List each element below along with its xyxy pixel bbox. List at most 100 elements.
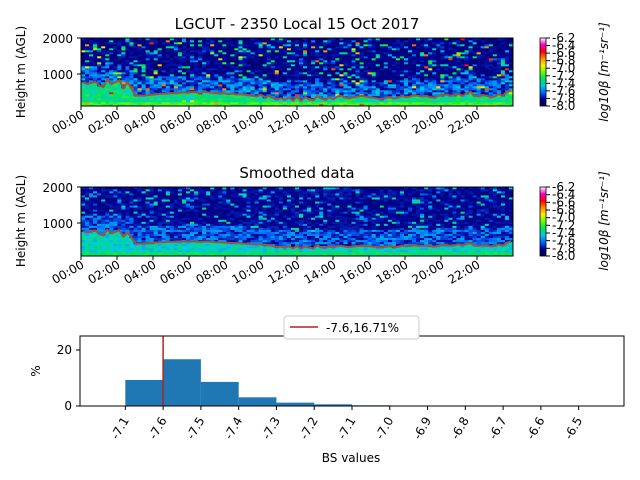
heatmap-cell	[496, 100, 502, 103]
heatmap-cell	[97, 209, 102, 212]
heatmap-cell	[286, 38, 292, 41]
heatmap-cell	[270, 46, 276, 49]
heatmap-cell	[355, 52, 360, 55]
heatmap-cell	[206, 46, 211, 49]
heatmap-cell	[412, 100, 417, 103]
heatmap-cell	[246, 46, 251, 49]
heatmap-cell	[121, 50, 126, 53]
heatmap-cell	[177, 102, 183, 105]
heatmap-cell	[226, 209, 231, 212]
heatmap-cell	[456, 68, 461, 71]
heatmap-cell	[226, 245, 231, 249]
heatmap-cell	[254, 58, 259, 61]
heatmap-cell	[412, 68, 417, 71]
heatmap-cell	[214, 239, 219, 243]
heatmap-cell	[246, 68, 251, 71]
heatmap-cell	[335, 50, 340, 53]
heatmap-cell	[133, 52, 138, 55]
heatmap-cell	[484, 56, 490, 59]
heatmap-cell	[169, 104, 175, 107]
heatmap-cell	[484, 60, 490, 63]
heatmap-cell	[105, 243, 110, 247]
heatmap-cell	[181, 48, 187, 51]
heatmap-cell	[125, 100, 130, 103]
heatmap-cell	[319, 60, 324, 63]
heatmap-cell	[214, 90, 219, 93]
heatmap-cell	[440, 38, 445, 41]
heatmap-cell	[242, 72, 247, 75]
heatmap-cell	[153, 249, 159, 253]
heatmap-cell	[403, 52, 409, 55]
heatmap-cell	[81, 74, 86, 77]
heatmap-cell	[169, 64, 175, 67]
heatmap-cell	[424, 48, 429, 51]
heatmap-cell	[185, 104, 191, 107]
heatmap-cell	[226, 227, 231, 230]
heatmap-cell	[125, 76, 130, 79]
heatmap-cell	[323, 44, 328, 47]
heatmap-cell	[238, 62, 243, 65]
heatmap-cell	[464, 62, 469, 65]
heatmap-cell	[339, 60, 344, 63]
heatmap-cell	[303, 82, 308, 85]
heatmap-cell	[420, 90, 425, 93]
heatmap-cell	[173, 40, 179, 43]
heatmap-cell	[105, 201, 110, 204]
heatmap-cell	[89, 191, 94, 194]
heatmap-cell	[347, 94, 352, 97]
heatmap-cell	[359, 76, 364, 79]
heatmap-cell	[496, 92, 502, 95]
heatmap-cell	[222, 209, 227, 212]
heatmap-cell	[206, 249, 211, 253]
heatmap-cell	[133, 100, 138, 103]
heatmap-cell	[472, 92, 477, 95]
heatmap-cell	[145, 64, 150, 67]
heatmap-cell	[500, 88, 506, 91]
heatmap-cell	[185, 237, 191, 241]
heatmap-cell	[403, 86, 409, 89]
heatmap-cell	[460, 70, 465, 73]
heatmap-cell	[290, 92, 296, 95]
heatmap-cell	[117, 42, 122, 45]
heatmap-cell	[307, 50, 312, 53]
heatmap-cell	[109, 203, 114, 206]
heatmap-cell	[173, 38, 179, 41]
heatmap-cell	[173, 78, 179, 81]
heatmap-cell	[387, 50, 393, 53]
heatmap-cell	[343, 98, 348, 101]
heatmap-cell	[311, 68, 316, 71]
heatmap-cell	[230, 251, 235, 255]
heatmap-cell	[169, 237, 175, 241]
heatmap-cell	[339, 54, 344, 57]
heatmap-cell	[165, 253, 171, 257]
heatmap-cell	[399, 70, 405, 73]
heatmap-cell	[185, 221, 191, 224]
heatmap-cell	[137, 84, 142, 87]
heatmap-cell	[141, 235, 146, 239]
heatmap-cell	[508, 42, 514, 45]
heatmap-cell	[242, 60, 247, 63]
heatmap-cell	[488, 80, 494, 83]
heatmap-cell	[375, 82, 381, 85]
heatmap-cell	[214, 233, 219, 237]
heatmap-cell	[484, 84, 490, 87]
heatmap-cell	[165, 54, 171, 57]
heatmap-cell	[238, 102, 243, 105]
heatmap-cell	[153, 245, 159, 249]
heatmap-cell	[157, 191, 163, 194]
heatmap-cell	[121, 219, 126, 222]
heatmap-cell	[113, 58, 118, 61]
heatmap-cell	[274, 86, 280, 89]
heatmap-cell	[113, 104, 118, 107]
heatmap-cell	[137, 80, 142, 83]
heatmap-cell	[214, 209, 219, 212]
heatmap-cell	[218, 223, 223, 226]
heatmap-cell	[468, 70, 473, 73]
heatmap-cell	[149, 237, 154, 241]
heatmap-cell	[452, 68, 457, 71]
heatmap-cell	[206, 74, 211, 77]
heatmap-cell	[101, 64, 106, 67]
heatmap-cell	[238, 68, 243, 71]
heatmap-cell	[105, 249, 110, 253]
heatmap-cell	[496, 64, 502, 67]
